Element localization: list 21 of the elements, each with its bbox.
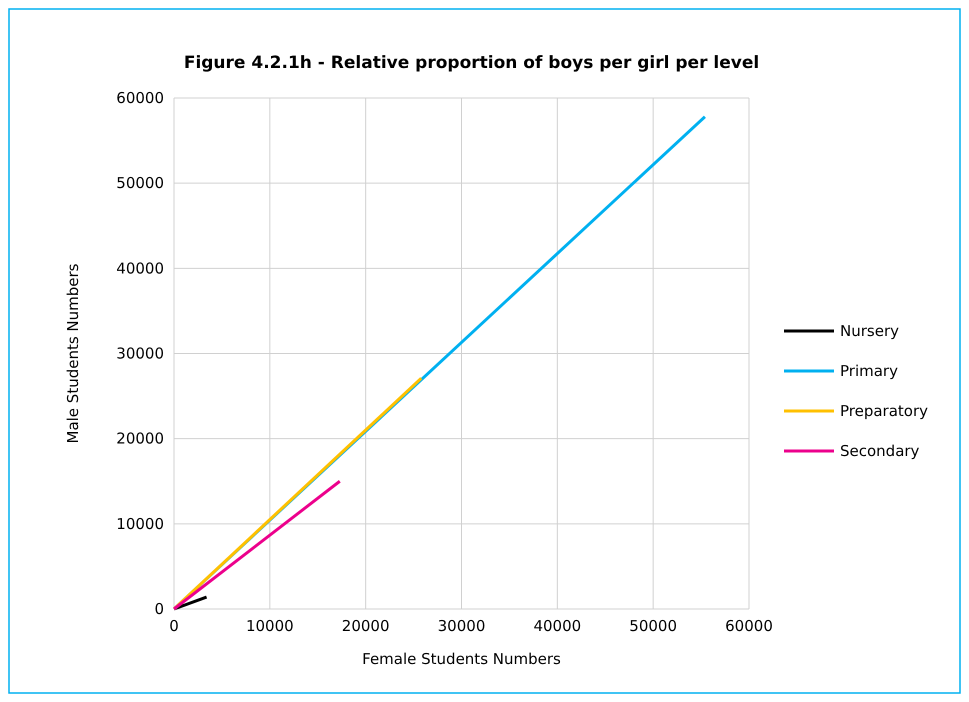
y-tick-label: 30000 xyxy=(116,344,164,362)
y-tick-label: 0 xyxy=(154,600,164,618)
y-tick-label: 10000 xyxy=(116,514,164,533)
x-tick-label: 60000 xyxy=(725,617,773,635)
legend-label: Primary xyxy=(840,362,898,380)
x-tick-label: 50000 xyxy=(629,617,678,635)
x-tick-label: 0 xyxy=(169,617,179,635)
y-tick-label: 20000 xyxy=(116,430,164,448)
y-tick-label: 40000 xyxy=(116,259,164,278)
y-tick-label: 60000 xyxy=(116,89,164,107)
y-axis-title: Male Students Numbers xyxy=(64,263,82,444)
x-tick-label: 10000 xyxy=(246,617,294,635)
legend-label: Secondary xyxy=(840,442,920,460)
x-tick-label: 20000 xyxy=(342,617,390,635)
chart-title: Figure 4.2.1h - Relative proportion of boys per girl per level xyxy=(184,53,760,73)
x-axis-title: Female Students Numbers xyxy=(362,650,562,668)
x-tick-label: 30000 xyxy=(438,617,486,635)
y-tick-label: 50000 xyxy=(116,174,164,192)
legend-label: Nursery xyxy=(840,322,900,340)
legend-label: Preparatory xyxy=(840,402,928,420)
x-tick-label: 40000 xyxy=(533,617,582,635)
